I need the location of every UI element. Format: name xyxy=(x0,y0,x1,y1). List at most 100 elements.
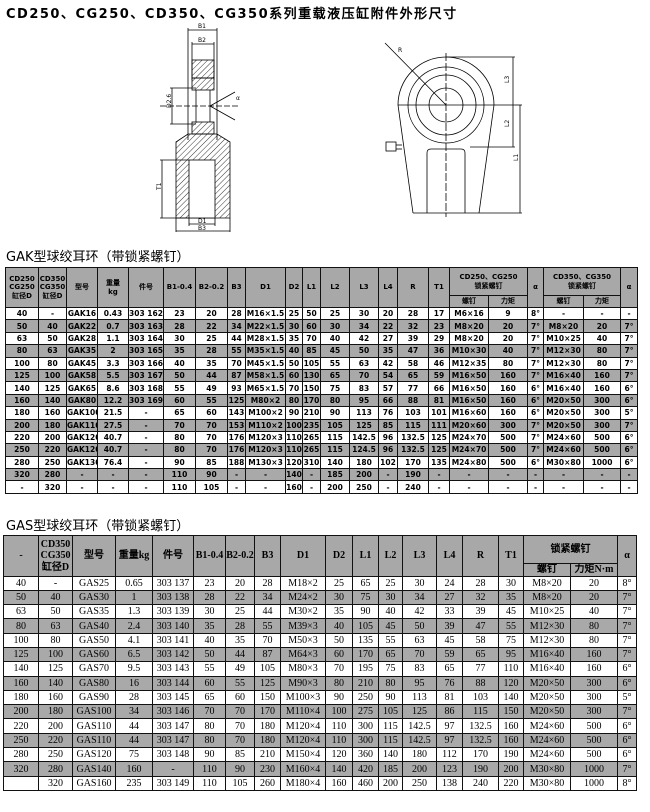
table-cell: 110 xyxy=(498,661,524,677)
table-cell: 35 xyxy=(163,344,196,358)
table-cell: 130 xyxy=(302,368,321,383)
table-cell: 25 xyxy=(325,575,353,591)
table-cell: 80 xyxy=(583,344,621,358)
table-cell: 120 xyxy=(285,455,303,470)
table-cell: 50 xyxy=(285,356,303,370)
column-header: L4 xyxy=(378,267,398,308)
column-header: L4 xyxy=(436,535,463,577)
label-b3: B3 xyxy=(198,225,206,232)
table-cell: 76 xyxy=(436,675,463,691)
table-cell: 115 xyxy=(320,443,350,457)
table-cell: GAS70 xyxy=(72,661,116,677)
table-cell: 6° xyxy=(527,393,544,408)
table-cell: 93 xyxy=(227,381,246,395)
table-cell: M100×3 xyxy=(280,689,326,706)
table-cell: 303 137 xyxy=(152,575,194,591)
table-cell: - xyxy=(620,480,638,494)
column-header: R xyxy=(462,535,499,577)
table-cell: 34 xyxy=(115,704,153,720)
table-cell: GAS100 xyxy=(72,704,116,720)
table-cell: 310 xyxy=(302,455,321,470)
column-header: D1 xyxy=(245,267,286,308)
table-cell: 303 138 xyxy=(152,589,194,606)
table-cell: 135 xyxy=(428,455,450,470)
table-cell: 80 xyxy=(320,393,350,408)
table-cell: 95 xyxy=(349,393,379,408)
table-cell: 303 168 xyxy=(128,381,164,395)
table-cell: 6° xyxy=(620,393,638,408)
table-cell: M30×80 xyxy=(523,775,571,791)
table-cell: 50 xyxy=(38,604,73,620)
table-row: 320 GAS160 235 303 149 110 105 260 M180×4 160 460… xyxy=(3,775,637,791)
table-cell: 110 xyxy=(325,718,353,734)
table-cell: 50 xyxy=(3,589,39,606)
table-cell: GAK65 xyxy=(66,381,98,395)
table-cell: 87 xyxy=(254,646,281,663)
table-cell: 63 xyxy=(3,604,39,620)
table-cell: 7° xyxy=(617,589,637,606)
table-cell: 47 xyxy=(397,344,429,358)
table-cell: GAS30 xyxy=(72,589,116,606)
table-cell: 180 xyxy=(402,747,437,763)
table-cell: - xyxy=(128,406,164,420)
table-cell: 80 xyxy=(193,718,226,734)
table-cell: M20×50 xyxy=(543,393,584,408)
table-cell: 35 xyxy=(285,331,303,346)
table-cell: 320 xyxy=(3,761,39,777)
table-cell: 97 xyxy=(436,718,463,734)
table-cell: 7° xyxy=(617,704,637,720)
table-cell: 7° xyxy=(620,319,638,333)
table-cell: 34 xyxy=(254,589,281,606)
table-cell: 70 xyxy=(195,430,228,445)
table-cell: 3.3 xyxy=(97,356,129,370)
table-cell: 6° xyxy=(617,675,637,691)
table-cell: M110×2 xyxy=(245,418,286,432)
table-cell: 49 xyxy=(195,381,228,395)
table-cell: 65 xyxy=(378,646,403,663)
table-cell: GAS35 xyxy=(72,604,116,620)
table-cell: 32 xyxy=(462,589,499,606)
table-cell: 40 xyxy=(583,331,621,346)
column-header: L1 xyxy=(352,535,379,577)
table-cell: 1 xyxy=(115,589,153,606)
table-cell: M16×40 xyxy=(523,661,571,677)
table-cell: M10×30 xyxy=(449,344,489,358)
table-cell: 60 xyxy=(163,393,196,408)
table-cell: 70 xyxy=(225,732,255,749)
column-header: B1-0.4 xyxy=(163,267,196,308)
table-cell: 303 149 xyxy=(152,775,194,791)
table-cell: 55 xyxy=(225,675,255,691)
table-cell: 300 xyxy=(583,418,621,432)
table-cell: 140 xyxy=(285,468,303,482)
column-group-header: CD250、CG250 锁紧螺钉 xyxy=(449,267,528,296)
table-cell: 34 xyxy=(349,319,379,333)
table-cell: M8×20 xyxy=(523,589,571,606)
table-cell: M30×80 xyxy=(543,455,584,470)
column-header: L1 xyxy=(302,267,321,308)
column-header: R xyxy=(397,267,429,308)
table-cell: 300 xyxy=(488,418,528,432)
table-cell: 1000 xyxy=(570,775,618,791)
table-cell: 235 xyxy=(302,418,321,432)
table-cell: 9.5 xyxy=(115,661,153,677)
column-header: L3 xyxy=(349,267,379,308)
table-cell: 150 xyxy=(302,381,321,395)
table-cell: 300 xyxy=(583,406,621,420)
table-cell: M130×3 xyxy=(245,455,286,470)
table-cell: 6° xyxy=(527,455,544,470)
table-cell: 210 xyxy=(254,747,281,763)
table-row: 63 50 GAK28 1.1 303 164 30 25 44 M28×1.5 35 70 40 42… xyxy=(5,331,638,346)
table-row: 125 100 GAS60 6.5 303 142 50 44 87 M64×3 60 170 65 7… xyxy=(3,646,637,663)
table-cell: 320 xyxy=(38,480,67,494)
table-cell: 75 xyxy=(320,381,350,395)
table-cell: 7° xyxy=(527,319,544,333)
table-cell: 320 xyxy=(38,775,73,791)
column-subheader: 螺钉 xyxy=(543,295,584,308)
table-cell: 260 xyxy=(254,775,281,791)
table-row: 40- GAK16 0.43 303 162 23 20 28 M16×1.5 25 50 25 30… xyxy=(5,306,638,321)
table-cell: 0.43 xyxy=(97,306,129,321)
table-cell: M8×20 xyxy=(543,319,584,333)
table-cell: 85 xyxy=(225,747,255,763)
table-cell: 76.4 xyxy=(97,455,129,470)
label-l3: L3 xyxy=(504,76,511,83)
